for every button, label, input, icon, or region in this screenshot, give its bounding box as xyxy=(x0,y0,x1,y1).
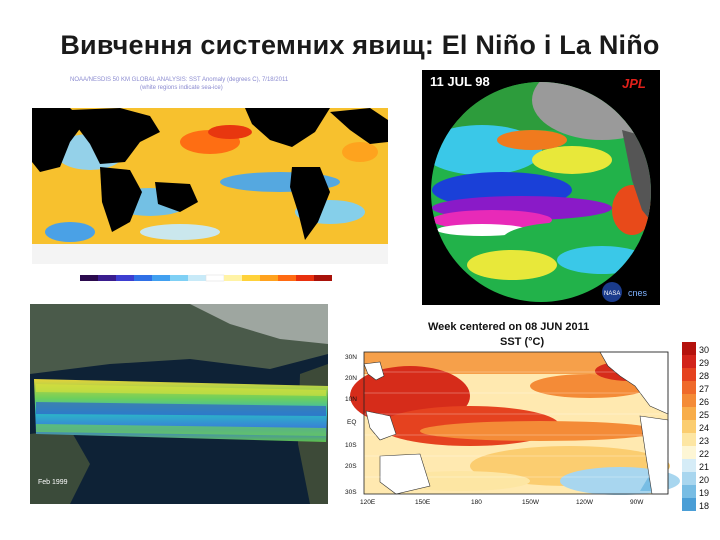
colorbar-tick: 22 xyxy=(699,449,709,459)
x-tick-180: 180 xyxy=(471,499,482,506)
nasa-logo-icon xyxy=(602,282,622,302)
x-tick-150w: 150W xyxy=(522,499,540,506)
y-tick-30n: 30N xyxy=(345,354,357,361)
colorbar-tick: 27 xyxy=(699,384,709,394)
colorbar-tick: 23 xyxy=(699,436,709,446)
jpl-logo: JPL xyxy=(622,76,646,91)
x-tick-150e: 150E xyxy=(415,499,431,506)
visualization-date-caption: Feb 1999 xyxy=(38,479,68,486)
sst-anomaly-map: NOAA/NESDIS 50 KM GLOBAL ANALYSIS: SST A… xyxy=(30,72,390,284)
x-tick-120w: 120W xyxy=(576,499,594,506)
map-header-line2: (white regions indicate sea-ice) xyxy=(140,85,223,91)
colorbar-tick: 19 xyxy=(699,488,709,498)
y-tick-20n: 20N xyxy=(345,375,357,382)
ocean-globe-image: 11 JUL 98 JPL NASA cnes xyxy=(422,70,660,305)
sst-colorbar xyxy=(682,342,696,511)
colorbar-tick: 30 xyxy=(699,345,709,355)
sst-chart-subtitle: SST (°C) xyxy=(500,336,544,348)
colorbar-tick: 21 xyxy=(699,462,709,472)
map-header-line1: NOAA/NESDIS 50 KM GLOBAL ANALYSIS: SST A… xyxy=(70,77,289,83)
cnes-logo: cnes xyxy=(628,288,648,298)
map-colorbar xyxy=(80,274,332,282)
colorbar-tick: 26 xyxy=(699,397,709,407)
colorbar-tick: 28 xyxy=(699,371,709,381)
nasa-logo-text: NASA xyxy=(604,291,620,297)
globe-date-label: 11 JUL 98 xyxy=(430,74,490,89)
colorbar-tick: 20 xyxy=(699,475,709,485)
colorbar-tick: 25 xyxy=(699,410,709,420)
y-tick-30s: 30S xyxy=(345,489,357,496)
y-tick-20s: 20S xyxy=(345,463,357,470)
colorbar-tick: 24 xyxy=(699,423,709,433)
pacific-3d-visualization: Feb 1999 xyxy=(30,304,328,504)
x-tick-120e: 120E xyxy=(360,499,376,506)
y-tick-10s: 10S xyxy=(345,442,357,449)
x-tick-90w: 90W xyxy=(630,499,644,506)
sst-chart-title: Week centered on 08 JUN 2011 xyxy=(428,321,589,333)
colorbar-tick: 29 xyxy=(699,358,709,368)
colorbar-tick: 18 xyxy=(699,501,709,511)
slide-title: Вивчення системних явищ: El Niño і La Ni… xyxy=(60,30,660,60)
y-tick-10n: 10N xyxy=(345,396,357,403)
weekly-sst-map: Week centered on 08 JUN 2011 SST (°C) xyxy=(340,316,710,516)
y-tick-eq: EQ xyxy=(347,419,356,426)
sst-map-area xyxy=(350,351,680,495)
